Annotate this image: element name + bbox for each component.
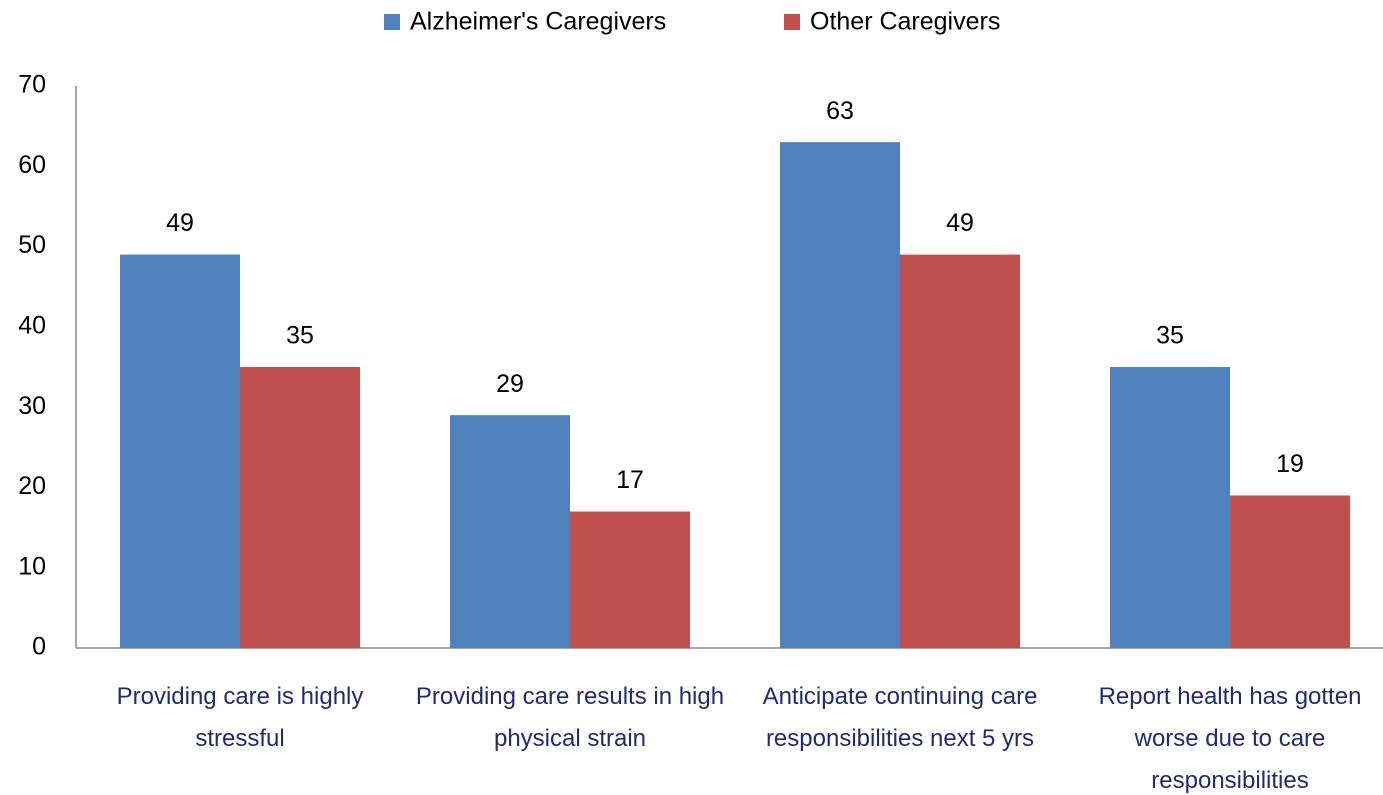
y-tick-label: 0 (32, 633, 46, 661)
x-tick-label: Providing care results in high physical … (415, 683, 725, 752)
data-label: 17 (616, 466, 644, 494)
y-tick-label: 60 (18, 151, 46, 179)
y-tick-label: 10 (18, 552, 46, 580)
bar (120, 254, 240, 648)
legend-label: Other Caregivers (810, 8, 1000, 36)
y-tick-label: 70 (18, 71, 46, 99)
data-label: 35 (1156, 322, 1184, 350)
x-tick-label: Providing care is highly stressful (116, 683, 364, 752)
bar (240, 367, 360, 648)
y-tick-label: 50 (18, 231, 46, 259)
legend-swatch (384, 14, 400, 30)
bar (780, 142, 900, 648)
bar (1230, 495, 1350, 648)
data-label: 63 (826, 97, 854, 125)
legend-swatch (784, 14, 800, 30)
data-label: 19 (1276, 450, 1304, 478)
legend-label: Alzheimer's Caregivers (410, 8, 666, 36)
y-tick-label: 40 (18, 311, 46, 339)
y-tick-label: 20 (18, 472, 46, 500)
x-tick-label: Anticipate continuing care responsibilit… (762, 683, 1038, 752)
y-tick-label: 30 (18, 392, 46, 420)
data-label: 49 (166, 209, 194, 237)
data-label: 35 (286, 322, 314, 350)
bar (570, 511, 690, 648)
bar (1110, 367, 1230, 648)
data-label: 29 (496, 370, 524, 398)
data-label: 49 (946, 209, 974, 237)
bar (900, 254, 1020, 648)
x-tick-label: Report health has gotten worse due to ca… (1098, 683, 1362, 794)
bar (450, 415, 570, 648)
